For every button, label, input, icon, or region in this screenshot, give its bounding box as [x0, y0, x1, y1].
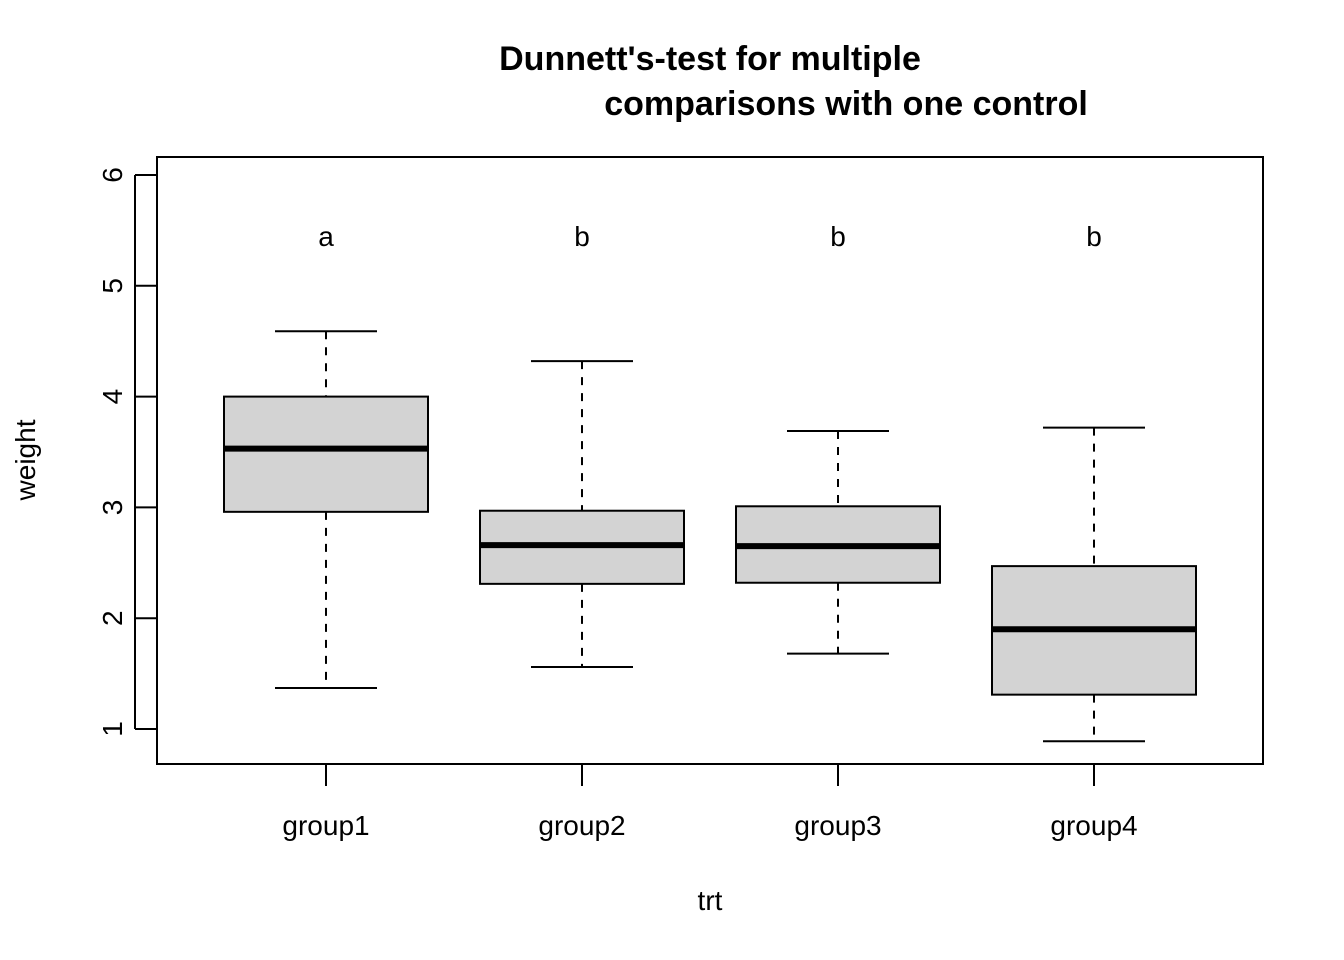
- x-tick-label: group1: [282, 810, 369, 841]
- y-tick-label: 5: [97, 278, 128, 294]
- x-axis-label: trt: [698, 885, 723, 916]
- y-tick-label: 2: [97, 610, 128, 626]
- group-letter-group1: a: [318, 221, 334, 252]
- box-group3: [735, 429, 941, 655]
- box-group4: [991, 426, 1197, 743]
- plot-frame: [156, 156, 1264, 765]
- chart-title-line2: comparisons with one control: [604, 85, 1088, 123]
- y-tick-label: 1: [97, 721, 128, 737]
- y-tick-label: 6: [97, 167, 128, 183]
- box-group1: [223, 330, 429, 690]
- y-axis: 1 2 3 4 5 6: [97, 167, 157, 737]
- group-letter-group3: b: [830, 221, 846, 252]
- x-tick-label: group2: [538, 810, 625, 841]
- iqr-box: [223, 395, 429, 513]
- x-axis: group1 group2 group3 group4: [282, 764, 1138, 841]
- chart-title-line1: Dunnett's-test for multiple: [499, 40, 921, 78]
- box-group2: [479, 360, 685, 668]
- y-tick-label: 3: [97, 500, 128, 516]
- x-tick-label: group3: [794, 810, 881, 841]
- group-letter-group4: b: [1086, 221, 1102, 252]
- x-tick-label: group4: [1050, 810, 1137, 841]
- group-letter-group2: b: [574, 221, 590, 252]
- y-axis-label: weight: [10, 419, 41, 501]
- boxes: [223, 330, 1197, 743]
- y-tick-label: 4: [97, 389, 128, 405]
